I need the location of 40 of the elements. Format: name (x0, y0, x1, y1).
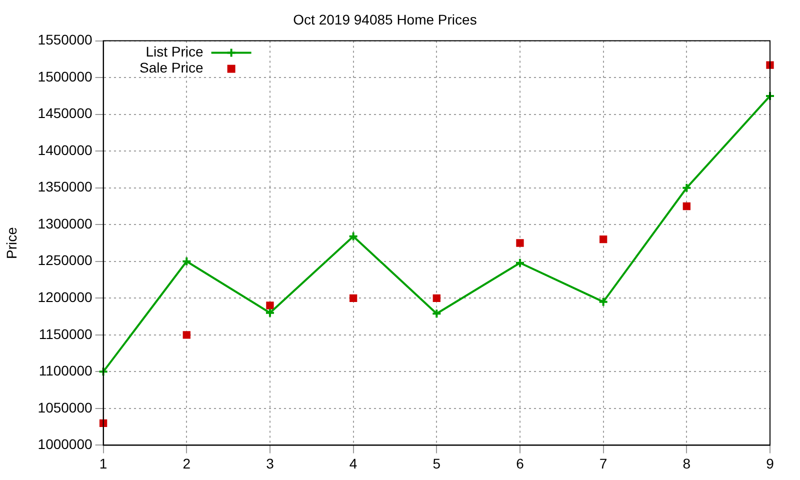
legend-label: Sale Price (139, 60, 204, 76)
y-tick-label: 1200000 (38, 289, 93, 306)
point (516, 239, 524, 247)
chart-title: Oct 2019 94085 Home Prices (293, 11, 477, 28)
y-axis-title: Price (3, 226, 20, 259)
point (598, 296, 608, 307)
point (264, 308, 275, 318)
y-tick-label: 1350000 (38, 178, 93, 195)
point (682, 182, 692, 193)
y-tick-label: 1300000 (38, 215, 93, 232)
x-tick-label: 9 (766, 455, 774, 472)
y-tick-label: 1100000 (38, 362, 93, 379)
y-tick-label: 1050000 (38, 399, 93, 416)
x-tick-label: 7 (599, 455, 608, 472)
point (766, 61, 774, 69)
x-tick-label: 6 (516, 455, 524, 472)
x-tick-label: 3 (266, 455, 274, 472)
point (266, 302, 274, 310)
point (599, 235, 608, 244)
point (348, 231, 358, 242)
y-tick-label: 1150000 (38, 326, 93, 342)
y-tick-label: 1250000 (38, 252, 93, 268)
x-tick-label: 4 (349, 455, 358, 472)
y-tick-label: 1400000 (38, 142, 93, 158)
point (182, 331, 190, 339)
x-tick-label: 8 (682, 455, 691, 472)
y-tick-label: 1500000 (38, 68, 93, 84)
y-tick-label: 1000000 (38, 436, 93, 452)
x-tick-label: 2 (182, 455, 191, 472)
point (432, 294, 440, 302)
point (682, 202, 690, 210)
y-tick-label: 1550000 (38, 32, 93, 48)
point (432, 308, 442, 319)
point (182, 256, 192, 266)
point (514, 258, 525, 268)
x-tick-label: 5 (432, 455, 441, 472)
x-tick-label: 1 (99, 455, 108, 472)
legend-label: List Price (146, 44, 204, 60)
y-tick-label: 1450000 (38, 105, 93, 122)
point (349, 294, 358, 302)
